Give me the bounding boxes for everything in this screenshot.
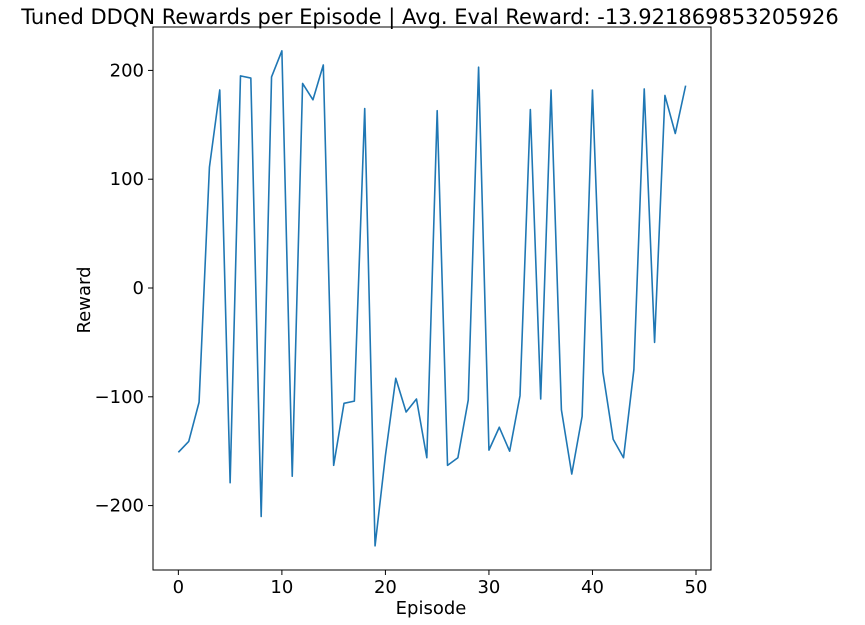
chart-title: Tuned DDQN Rewards per Episode | Avg. Ev… xyxy=(20,5,838,30)
x-tick-label: 30 xyxy=(477,577,500,598)
series-line-0 xyxy=(177,50,687,547)
x-tick-label: 40 xyxy=(581,577,604,598)
x-axis-label: Episode xyxy=(396,598,467,619)
y-tick-label: 0 xyxy=(133,278,144,299)
x-tick-label: 50 xyxy=(685,577,708,598)
plot-area: 0 10 20 30 40 50 −200 −100 0 100 200 xyxy=(95,26,712,598)
x-tick-label: 0 xyxy=(173,577,184,598)
y-tick-label: −100 xyxy=(95,387,144,408)
y-axis-label: Reward xyxy=(74,266,95,333)
y-tick-label: 200 xyxy=(110,60,144,81)
x-tick-label: 10 xyxy=(270,577,293,598)
axes-frame xyxy=(152,26,712,571)
y-tick-label: −200 xyxy=(95,496,144,517)
x-tick-label: 20 xyxy=(374,577,397,598)
y-tick-label: 100 xyxy=(110,169,144,190)
